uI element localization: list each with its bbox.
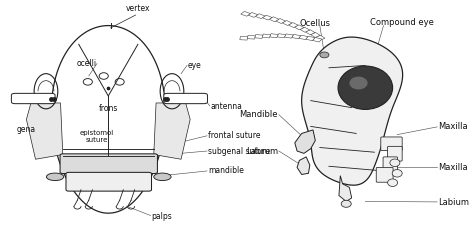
Ellipse shape	[349, 77, 368, 89]
Polygon shape	[270, 34, 278, 38]
Text: Ocellus: Ocellus	[300, 19, 331, 28]
Polygon shape	[306, 36, 315, 41]
FancyBboxPatch shape	[164, 93, 208, 104]
Ellipse shape	[154, 173, 171, 181]
Text: Maxilla: Maxilla	[438, 163, 468, 172]
Text: Maxilla: Maxilla	[438, 122, 468, 131]
Polygon shape	[312, 37, 322, 42]
Polygon shape	[295, 130, 315, 153]
Text: epistomol
suture: epistomol suture	[80, 130, 114, 144]
Polygon shape	[262, 34, 271, 38]
FancyBboxPatch shape	[381, 137, 402, 151]
Polygon shape	[282, 20, 292, 25]
Polygon shape	[299, 35, 308, 40]
Text: subgenal suture: subgenal suture	[209, 147, 271, 155]
Polygon shape	[305, 30, 315, 35]
Ellipse shape	[46, 173, 64, 181]
FancyBboxPatch shape	[66, 172, 152, 191]
Polygon shape	[316, 35, 325, 40]
Polygon shape	[277, 34, 286, 38]
FancyBboxPatch shape	[388, 146, 402, 161]
Polygon shape	[269, 17, 279, 22]
Ellipse shape	[320, 52, 329, 58]
Text: vertex: vertex	[126, 4, 150, 13]
Polygon shape	[301, 37, 402, 185]
Text: palps: palps	[152, 212, 172, 221]
Ellipse shape	[338, 66, 392, 109]
Polygon shape	[255, 14, 265, 19]
Polygon shape	[310, 32, 320, 37]
Polygon shape	[292, 35, 301, 39]
Text: Compound eye: Compound eye	[370, 18, 434, 27]
Polygon shape	[154, 103, 190, 159]
Ellipse shape	[390, 159, 400, 167]
FancyBboxPatch shape	[383, 157, 398, 172]
Text: mandible: mandible	[209, 166, 244, 175]
Text: clypeus: clypeus	[95, 159, 124, 168]
FancyBboxPatch shape	[60, 154, 157, 174]
FancyBboxPatch shape	[376, 168, 393, 182]
Text: Mandible: Mandible	[239, 110, 278, 119]
Text: labrum: labrum	[96, 178, 123, 187]
Polygon shape	[255, 35, 263, 38]
Polygon shape	[288, 23, 298, 28]
Text: frons: frons	[99, 104, 118, 113]
Polygon shape	[294, 25, 304, 30]
Text: ocelli: ocelli	[77, 59, 97, 68]
Polygon shape	[263, 15, 272, 20]
Text: eye: eye	[188, 61, 201, 70]
Ellipse shape	[341, 200, 351, 207]
Ellipse shape	[388, 179, 398, 186]
Ellipse shape	[392, 169, 402, 177]
Text: Labium: Labium	[438, 198, 469, 207]
Polygon shape	[297, 157, 310, 174]
Polygon shape	[300, 27, 310, 32]
Polygon shape	[241, 11, 250, 16]
Polygon shape	[276, 19, 285, 24]
FancyBboxPatch shape	[11, 93, 55, 104]
Text: gena: gena	[17, 125, 36, 134]
Text: antenna: antenna	[210, 102, 243, 111]
Text: frontal suture: frontal suture	[209, 131, 261, 140]
Polygon shape	[248, 12, 258, 17]
Polygon shape	[51, 26, 165, 213]
Polygon shape	[247, 35, 255, 39]
Polygon shape	[284, 34, 293, 38]
Polygon shape	[240, 36, 247, 40]
Polygon shape	[27, 103, 63, 159]
Polygon shape	[339, 176, 352, 201]
Text: Labrum: Labrum	[246, 147, 278, 155]
